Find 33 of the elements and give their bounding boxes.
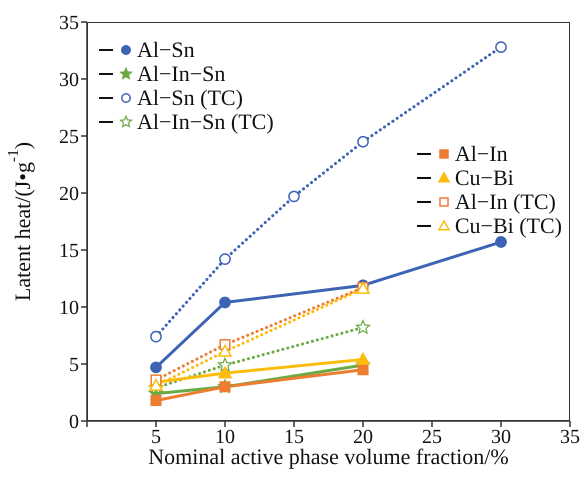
legend-label: Al−In bbox=[454, 141, 508, 167]
x-tick-label: 35 bbox=[560, 426, 580, 448]
legend-label: Al−Sn bbox=[137, 37, 195, 63]
point bbox=[219, 253, 231, 265]
y-tick-label: 10 bbox=[59, 297, 79, 320]
point bbox=[150, 362, 162, 374]
legend-label: Al−In−Sn (TC) bbox=[137, 109, 274, 135]
point bbox=[495, 236, 507, 248]
y-tick-label: 0 bbox=[69, 411, 79, 434]
y-tick-label: 35 bbox=[59, 12, 79, 34]
y-tick-label: 20 bbox=[59, 183, 79, 206]
legend-label: Al−In−Sn bbox=[137, 61, 226, 87]
y-tick-label: 15 bbox=[59, 240, 79, 262]
legend-label: Al−In (TC) bbox=[454, 189, 556, 215]
point bbox=[288, 190, 300, 202]
y-tick-label: 25 bbox=[59, 126, 79, 148]
point bbox=[356, 320, 370, 334]
y-tick-label: 30 bbox=[59, 69, 79, 92]
point bbox=[150, 394, 162, 406]
legend-label: Cu−Bi bbox=[454, 165, 514, 191]
y-tick-label: 5 bbox=[69, 354, 79, 376]
point bbox=[218, 344, 232, 357]
legend-label: Al−Sn (TC) bbox=[137, 85, 243, 111]
legend-label: Cu−Bi (TC) bbox=[454, 213, 562, 239]
point bbox=[149, 378, 163, 391]
point bbox=[150, 330, 162, 342]
point bbox=[495, 41, 507, 53]
point bbox=[219, 296, 231, 308]
point bbox=[357, 136, 369, 148]
point bbox=[356, 352, 370, 365]
point bbox=[218, 358, 232, 372]
point bbox=[218, 366, 232, 378]
point bbox=[357, 364, 369, 376]
